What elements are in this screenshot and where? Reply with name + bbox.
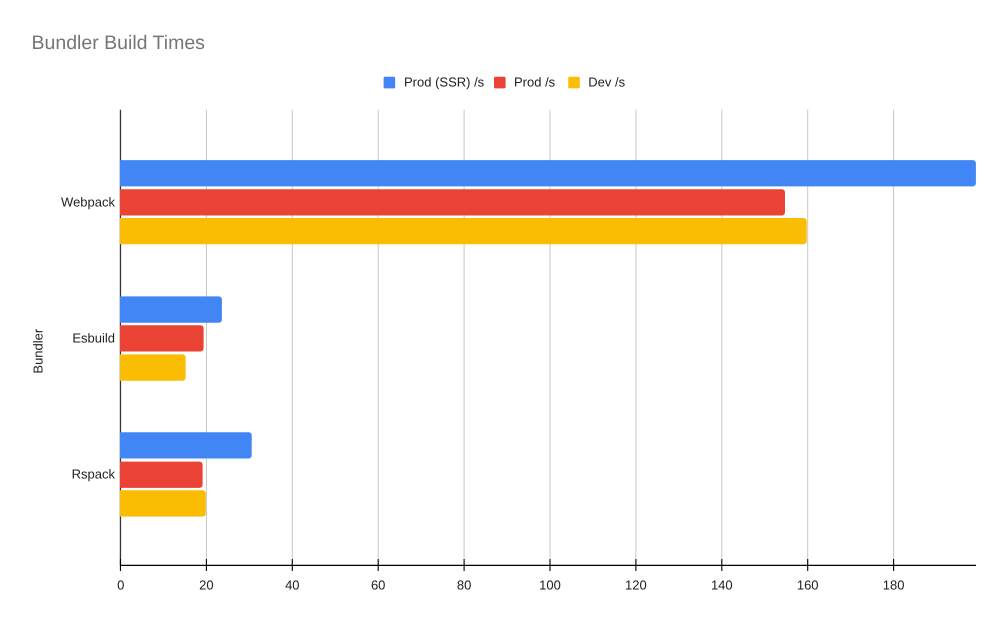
svg-text:20: 20	[199, 578, 213, 593]
svg-text:Bundler Build Times: Bundler Build Times	[32, 32, 206, 54]
svg-text:Esbuild: Esbuild	[72, 331, 115, 346]
svg-text:0: 0	[117, 578, 124, 593]
svg-text:180: 180	[883, 578, 905, 593]
svg-text:Webpack: Webpack	[61, 194, 115, 209]
svg-text:Dev /s: Dev /s	[588, 74, 625, 89]
svg-text:Rspack: Rspack	[72, 466, 116, 481]
svg-text:160: 160	[797, 578, 819, 593]
svg-text:120: 120	[625, 578, 647, 593]
svg-text:100: 100	[539, 578, 561, 593]
svg-text:Bundler: Bundler	[31, 328, 46, 373]
svg-text:140: 140	[711, 578, 733, 593]
svg-text:Prod /s: Prod /s	[514, 74, 556, 89]
svg-text:60: 60	[371, 578, 385, 593]
svg-text:80: 80	[457, 578, 471, 593]
svg-text:Prod (SSR) /s: Prod (SSR) /s	[404, 74, 485, 89]
svg-text:40: 40	[285, 578, 299, 593]
